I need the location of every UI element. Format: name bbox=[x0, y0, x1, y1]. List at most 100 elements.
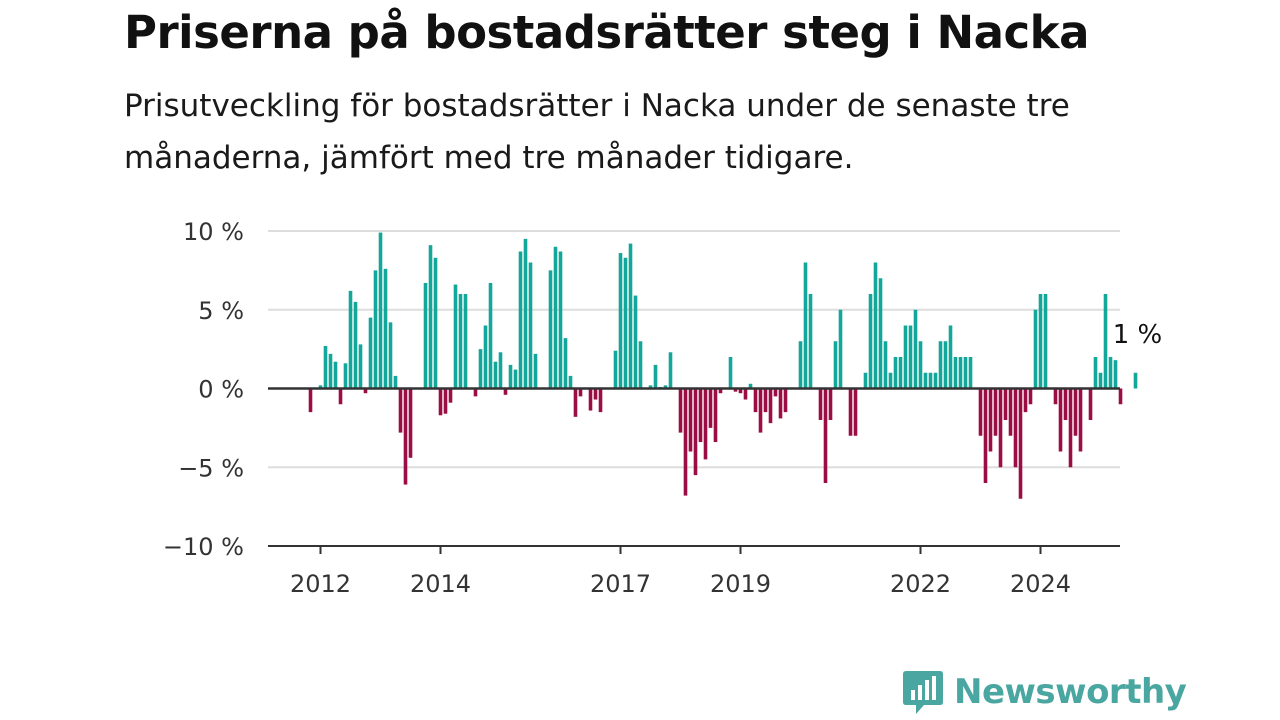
x-tick-label: 2022 bbox=[890, 570, 951, 598]
bar bbox=[853, 388, 858, 436]
bar bbox=[1068, 388, 1073, 468]
bar bbox=[818, 388, 823, 420]
brand-name: Newsworthy bbox=[954, 672, 1187, 712]
bar bbox=[743, 388, 748, 400]
bar bbox=[493, 361, 498, 389]
bar bbox=[678, 388, 683, 433]
bar bbox=[758, 388, 763, 433]
bar bbox=[823, 388, 828, 483]
bar bbox=[983, 388, 988, 483]
bar bbox=[848, 388, 853, 436]
brand: Newsworthy bbox=[902, 668, 1187, 716]
bar bbox=[483, 325, 488, 389]
bar bbox=[863, 372, 868, 389]
bar bbox=[393, 375, 398, 389]
bar bbox=[913, 309, 918, 389]
y-tick-label: 5 % bbox=[198, 297, 244, 325]
bar bbox=[553, 246, 558, 389]
bar bbox=[443, 388, 448, 414]
axes: 10 % 5 % 0 % −5 % −10 % 2012 2014 2017 2019 2022 2… bbox=[163, 218, 1120, 598]
chart-title: Priserna på bostadsrätter steg i Nacka bbox=[124, 6, 1089, 59]
bar bbox=[423, 282, 428, 389]
bar bbox=[908, 325, 913, 389]
bar bbox=[318, 385, 323, 389]
bar bbox=[478, 349, 483, 389]
bar bbox=[933, 372, 938, 389]
bar bbox=[373, 270, 378, 389]
bar bbox=[988, 388, 993, 452]
bar bbox=[713, 388, 718, 443]
bar bbox=[388, 322, 393, 389]
bar bbox=[938, 341, 943, 389]
bar bbox=[458, 294, 463, 389]
bar bbox=[528, 262, 533, 389]
bar bbox=[773, 388, 778, 397]
bar bbox=[798, 341, 803, 389]
bar bbox=[963, 357, 968, 389]
bar bbox=[618, 253, 623, 389]
bar bbox=[358, 344, 363, 389]
bar bbox=[803, 262, 808, 389]
bar bbox=[1133, 372, 1138, 389]
bar bbox=[548, 270, 553, 389]
bar bbox=[1053, 388, 1058, 405]
bar bbox=[1078, 388, 1083, 452]
newsworthy-logo-icon bbox=[903, 671, 943, 714]
bar bbox=[1033, 309, 1038, 389]
bar bbox=[383, 268, 388, 389]
bar bbox=[463, 294, 468, 389]
bar bbox=[438, 388, 443, 416]
bar bbox=[563, 338, 568, 389]
bar bbox=[648, 385, 653, 389]
bar bbox=[1108, 357, 1113, 389]
bar bbox=[623, 257, 628, 389]
bar bbox=[628, 243, 633, 389]
bar bbox=[948, 325, 953, 389]
bar bbox=[748, 383, 753, 389]
bar bbox=[668, 352, 673, 389]
bar bbox=[508, 364, 513, 389]
bar bbox=[898, 357, 903, 389]
bar bbox=[698, 388, 703, 443]
bar bbox=[893, 357, 898, 389]
bar bbox=[683, 388, 688, 496]
bar bbox=[1073, 388, 1078, 436]
x-tick-label: 2017 bbox=[590, 570, 651, 598]
bar bbox=[328, 353, 333, 389]
bar bbox=[1018, 388, 1023, 499]
bar bbox=[943, 341, 948, 389]
bar bbox=[503, 388, 508, 395]
bar bbox=[473, 388, 478, 397]
bar bbox=[738, 388, 743, 394]
bar bbox=[378, 232, 383, 389]
bar bbox=[558, 251, 563, 389]
bar bbox=[768, 388, 773, 424]
bar bbox=[1113, 360, 1118, 389]
y-tick-label: −10 % bbox=[163, 533, 244, 561]
bar bbox=[588, 388, 593, 411]
x-tick-label: 2019 bbox=[710, 570, 771, 598]
bar bbox=[918, 341, 923, 389]
bar bbox=[1118, 388, 1123, 405]
bar bbox=[903, 325, 908, 389]
bar bbox=[1043, 294, 1048, 389]
latest-value-label: 1 % bbox=[1113, 320, 1163, 350]
x-tick-label: 2012 bbox=[290, 570, 351, 598]
bar bbox=[1103, 294, 1108, 389]
bar bbox=[408, 388, 413, 458]
bar bbox=[613, 350, 618, 389]
bar bbox=[523, 238, 528, 389]
bar bbox=[783, 388, 788, 413]
bar bbox=[978, 388, 983, 436]
bar bbox=[1098, 372, 1103, 389]
bar bbox=[868, 294, 873, 389]
bar bbox=[833, 341, 838, 389]
bar bbox=[993, 388, 998, 436]
bar bbox=[333, 361, 338, 389]
bar bbox=[958, 357, 963, 389]
bar bbox=[593, 388, 598, 400]
bar bbox=[928, 372, 933, 389]
bar bbox=[888, 372, 893, 389]
bar bbox=[448, 388, 453, 403]
